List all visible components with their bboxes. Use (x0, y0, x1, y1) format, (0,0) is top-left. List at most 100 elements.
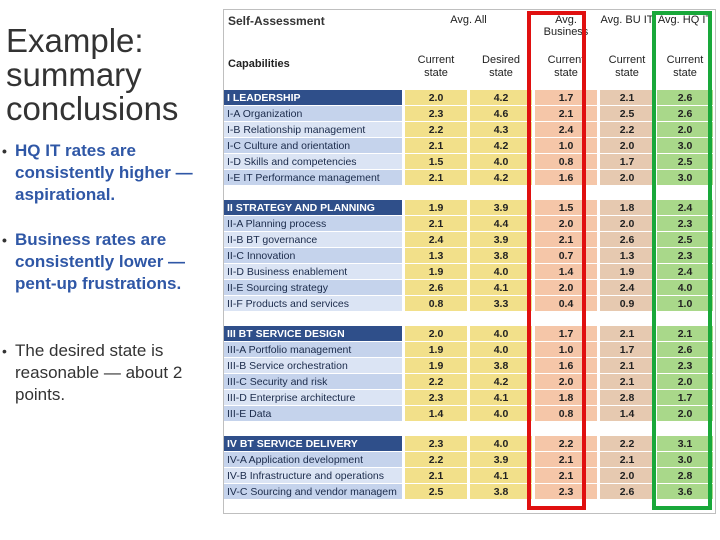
score-cell: 4.2 (470, 90, 532, 106)
score-cell: 2.1 (600, 374, 654, 390)
score-cell: 1.4 (405, 406, 467, 422)
score-cell: 2.8 (600, 390, 654, 406)
score-cell: 2.8 (657, 468, 713, 484)
table-row: I-D Skills and competencies 1.5 4.0 0.8 1.7 2… (224, 154, 715, 170)
score-cell: 0.8 (535, 406, 597, 422)
score-cell: 2.1 (535, 232, 597, 248)
text-panel: Example: summary conclusions • HQ IT rat… (0, 0, 215, 540)
capabilities-label: Capabilities (228, 58, 290, 70)
score-cell: 2.2 (405, 452, 467, 468)
table-row: II-F Products and services 0.8 3.3 0.4 0.9 1.… (224, 296, 715, 312)
score-cell: 1.7 (535, 90, 597, 106)
capability-label: II-D Business enablement (224, 264, 402, 280)
score-cell: 2.4 (657, 200, 713, 216)
score-cell: 2.1 (657, 326, 713, 342)
score-cell: 2.1 (600, 90, 654, 106)
capability-label: I-C Culture and orientation (224, 138, 402, 154)
subheader-current-state: Current state (666, 54, 704, 79)
group-header-avg-business: Avg. Business (543, 14, 589, 38)
capability-label: I-B Relationship management (224, 122, 402, 138)
capability-label: I LEADERSHIP (224, 90, 402, 106)
score-cell: 0.4 (535, 296, 597, 312)
score-cell: 2.1 (600, 326, 654, 342)
score-cell: 3.0 (657, 138, 713, 154)
score-cell: 2.0 (600, 216, 654, 232)
subheader-current-state: Current state (417, 54, 455, 79)
score-cell: 1.0 (657, 296, 713, 312)
score-cell: 1.9 (405, 200, 467, 216)
score-cell: 4.6 (470, 106, 532, 122)
bullet-text: The desired state is reasonable — about … (15, 341, 183, 404)
score-cell: 3.9 (470, 452, 532, 468)
score-cell: 0.8 (405, 296, 467, 312)
table-row: IV-C Sourcing and vendor managem 2.5 3.8 2.… (224, 484, 715, 500)
score-cell: 2.4 (657, 264, 713, 280)
score-cell: 4.2 (470, 170, 532, 186)
bullet-icon: • (2, 232, 7, 248)
score-cell: 2.1 (405, 216, 467, 232)
score-cell: 2.5 (657, 154, 713, 170)
score-cell: 2.3 (657, 358, 713, 374)
score-cell: 4.1 (470, 468, 532, 484)
score-cell: 3.9 (470, 232, 532, 248)
score-cell: 4.0 (470, 326, 532, 342)
score-cell: 1.0 (535, 138, 597, 154)
score-cell: 2.0 (535, 216, 597, 232)
score-cell: 1.9 (600, 264, 654, 280)
capability-label: II-B BT governance (224, 232, 402, 248)
score-cell: 0.9 (600, 296, 654, 312)
score-cell: 2.4 (535, 122, 597, 138)
score-cell: 3.8 (470, 484, 532, 500)
table-row: II-E Sourcing strategy 2.6 4.1 2.0 2.4 4.0 (224, 280, 715, 296)
table-row: I-C Culture and orientation 2.1 4.2 1.0 2.0 3… (224, 138, 715, 154)
score-cell: 2.3 (405, 390, 467, 406)
score-cell: 2.4 (405, 232, 467, 248)
score-cell: 2.0 (600, 138, 654, 154)
score-cell: 2.0 (657, 406, 713, 422)
score-cell: 1.9 (405, 264, 467, 280)
score-cell: 2.2 (405, 122, 467, 138)
score-cell: 1.5 (535, 200, 597, 216)
score-cell: 3.8 (470, 248, 532, 264)
subheader-desired-state: Desired state (482, 54, 520, 79)
score-cell: 4.0 (470, 342, 532, 358)
score-cell: 4.3 (470, 122, 532, 138)
table-row: III-A Portfolio management 1.9 4.0 1.0 1.7 2.… (224, 342, 715, 358)
score-cell: 2.6 (657, 90, 713, 106)
table-row: II-A Planning process 2.1 4.4 2.0 2.0 2.3 (224, 216, 715, 232)
table-row: II-D Business enablement 1.9 4.0 1.4 1.9 2.4 (224, 264, 715, 280)
table-row: I-A Organization 2.3 4.6 2.1 2.5 2.6 (224, 106, 715, 122)
score-cell: 2.3 (657, 248, 713, 264)
subheader-current-state: Current state (608, 54, 646, 79)
bullet-hq-it: • HQ IT rates are consistently higher — … (2, 140, 207, 206)
capability-label: IV BT SERVICE DELIVERY (224, 436, 402, 452)
score-cell: 1.7 (535, 326, 597, 342)
business-highlight-frame (527, 11, 586, 510)
score-cell: 1.0 (535, 342, 597, 358)
score-cell: 2.2 (535, 436, 597, 452)
table-header: Self-Assessment Avg. All Avg. Business A… (224, 10, 715, 46)
score-cell: 3.0 (657, 452, 713, 468)
score-cell: 0.7 (535, 248, 597, 264)
bullet-business: • Business rates are consistently lower … (2, 229, 207, 295)
score-cell: 0.8 (535, 154, 597, 170)
capability-label: III-A Portfolio management (224, 342, 402, 358)
self-assessment-table: Self-Assessment Avg. All Avg. Business A… (223, 9, 716, 514)
section-header-row: IV BT SERVICE DELIVERY 2.3 4.0 2.2 2.2 3.1 (224, 436, 715, 452)
bullet-text: HQ IT rates are consistently higher — as… (15, 141, 193, 204)
bullet-icon: • (2, 143, 7, 159)
group-header-avg-bu-it: Avg. BU IT (600, 14, 654, 26)
bullet-text: Business rates are consistently lower — … (15, 230, 186, 293)
score-cell: 2.0 (405, 326, 467, 342)
score-cell: 2.2 (600, 436, 654, 452)
table-row: I-E IT Performance management 2.1 4.2 1.6 2.… (224, 170, 715, 186)
score-cell: 2.6 (405, 280, 467, 296)
score-cell: 1.8 (535, 390, 597, 406)
capability-label: I-E IT Performance management (224, 170, 402, 186)
score-cell: 2.1 (600, 452, 654, 468)
bullet-icon: • (2, 343, 7, 359)
score-cell: 2.0 (657, 374, 713, 390)
score-cell: 1.9 (405, 358, 467, 374)
score-cell: 2.0 (657, 122, 713, 138)
score-cell: 3.1 (657, 436, 713, 452)
